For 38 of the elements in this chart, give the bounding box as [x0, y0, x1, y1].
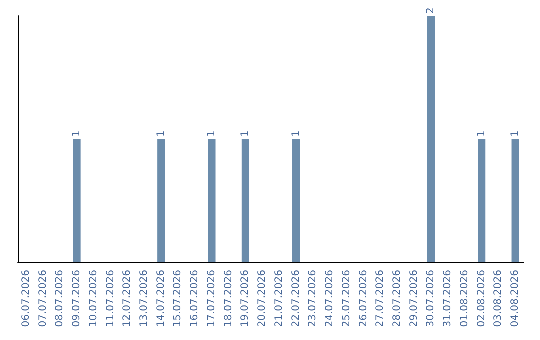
data-label: 1 — [156, 130, 167, 137]
x-tick-label: 02.08.2026 — [476, 270, 488, 328]
x-tick-label: 25.07.2026 — [341, 270, 352, 328]
x-tick-label: 06.07.2026 — [20, 270, 32, 328]
x-tick-label: 08.07.2026 — [54, 270, 66, 328]
x-tick-label: 21.07.2026 — [274, 270, 285, 328]
data-label: 2 — [426, 8, 437, 14]
x-tick-label: 28.07.2026 — [392, 270, 403, 328]
x-tick-label: 31.07.2026 — [442, 270, 454, 328]
x-tick-label: 24.07.2026 — [324, 270, 336, 328]
x-tick-label: 27.07.2026 — [375, 270, 386, 328]
x-tick-label: 16.07.2026 — [190, 270, 201, 328]
data-label: 1 — [206, 130, 218, 137]
x-tick-label: 03.08.2026 — [493, 270, 504, 328]
x-tick-label: 20.07.2026 — [257, 270, 268, 328]
x-tick-label: 10.07.2026 — [88, 270, 100, 328]
data-label: 1 — [510, 130, 522, 137]
x-tick-label: 15.07.2026 — [172, 270, 184, 328]
x-tick-label: 26.07.2026 — [358, 270, 370, 328]
x-tick-label: 07.07.2026 — [38, 270, 49, 328]
data-label: 1 — [290, 130, 302, 137]
x-tick-label: 11.07.2026 — [105, 270, 116, 328]
x-tick-label: 13.07.2026 — [139, 270, 150, 328]
x-tick-label: 01.08.2026 — [459, 270, 470, 328]
x-tick-label: 30.07.2026 — [426, 270, 437, 328]
x-tick-label: 14.07.2026 — [156, 270, 167, 328]
x-tick-label: 09.07.2026 — [72, 270, 83, 328]
x-tick-label: 12.07.2026 — [122, 270, 134, 328]
x-tick-label: 29.07.2026 — [408, 270, 420, 328]
data-label: 1 — [476, 130, 488, 137]
x-tick-label: 17.07.2026 — [206, 270, 218, 328]
data-label: 1 — [72, 130, 83, 137]
x-tick-label: 23.07.2026 — [308, 270, 319, 328]
x-tick-label: 18.07.2026 — [223, 270, 234, 328]
x-tick-label: 19.07.2026 — [240, 270, 252, 328]
x-tick-label: 04.08.2026 — [510, 270, 522, 328]
x-tick-label: 22.07.2026 — [290, 270, 302, 328]
data-label: 1 — [240, 130, 252, 137]
